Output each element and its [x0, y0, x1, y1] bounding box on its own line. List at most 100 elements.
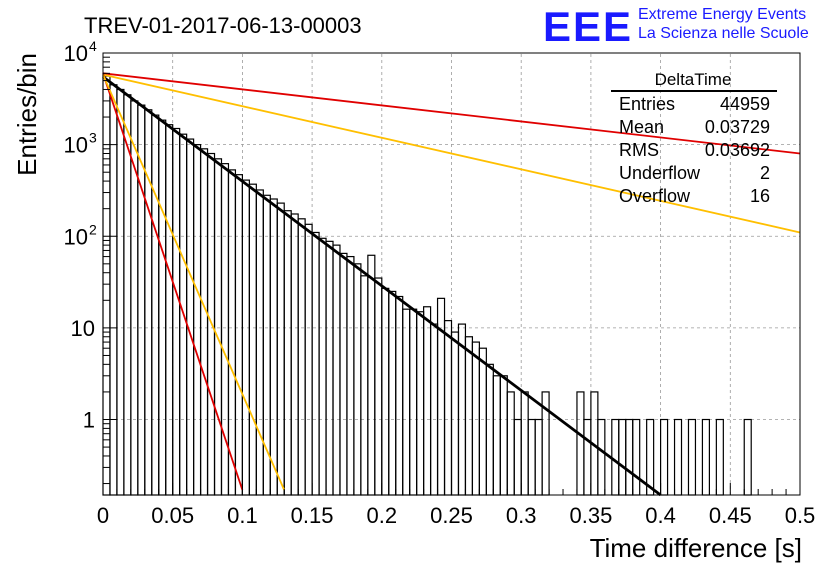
histogram-bin: [276, 202, 285, 496]
histogram-bin: [353, 263, 362, 496]
histogram-bin: [464, 336, 474, 496]
logo-line-1: Extreme Energy Events: [638, 6, 806, 23]
histogram-bin: [304, 223, 313, 496]
stats-rows: Entries 44959 Mean 0.03729 RMS 0.03692Underfl…: [619, 94, 770, 206]
y-tick-label: 10: [71, 316, 95, 341]
histogram-bin: [673, 418, 683, 496]
histogram-bin: [402, 308, 411, 496]
histogram-bin: [172, 127, 181, 496]
histogram-bin: [715, 418, 724, 496]
stats-row-value: 16: [750, 186, 770, 206]
histogram-bin: [429, 323, 439, 496]
series-line-red-1: [102, 72, 801, 155]
histogram-bin: [611, 418, 620, 496]
histogram: [102, 75, 752, 496]
histogram-bin: [346, 255, 355, 496]
stats-row-label: Underflow: [619, 163, 701, 183]
x-tick-label: 0.5: [785, 503, 816, 528]
histogram-bin: [193, 144, 202, 496]
histogram-bin: [339, 252, 348, 496]
y-tick-label: 10: [64, 224, 88, 249]
histogram-bin: [234, 174, 243, 496]
histogram-bin: [332, 244, 341, 496]
histogram-bin: [513, 418, 522, 496]
histogram-bin: [485, 363, 494, 496]
stats-row-value: 2: [760, 163, 770, 183]
histogram-bin: [102, 75, 111, 496]
histogram-bin: [457, 323, 467, 496]
histogram-bin: [199, 148, 209, 496]
y-tick-label-exponent: 3: [89, 130, 97, 146]
histogram-bin: [116, 88, 125, 496]
histogram-bin: [227, 169, 237, 496]
x-tick-label: 0.3: [506, 503, 537, 528]
x-tick-label: 0.15: [291, 503, 334, 528]
stats-row-label: Overflow: [619, 186, 691, 206]
histogram-bin: [367, 254, 376, 496]
stats-title: DeltaTime: [655, 70, 732, 89]
histogram-bin: [241, 179, 250, 496]
histogram-bin: [318, 237, 327, 496]
histogram-bin: [625, 418, 634, 496]
histogram-bin: [423, 306, 432, 496]
histogram-bin: [687, 418, 697, 496]
stats-row-value: 0.03692: [705, 140, 770, 160]
histogram-bin: [492, 375, 501, 496]
histogram-bin: [618, 418, 627, 496]
x-tick-label: 0.35: [569, 503, 612, 528]
y-tick-label: 10: [64, 133, 88, 158]
histogram-bin: [297, 218, 306, 496]
histogram-bin: [701, 418, 710, 496]
histogram-bin: [576, 391, 585, 496]
x-tick-label: 0: [97, 503, 109, 528]
x-tick-label: 0.4: [645, 503, 676, 528]
y-tick-label: 10: [64, 41, 88, 66]
histogram-bin: [450, 331, 460, 496]
histogram-bin: [283, 210, 292, 496]
histogram-bin: [151, 114, 160, 496]
histogram-bin: [311, 231, 320, 496]
histogram-bin: [395, 295, 404, 496]
histogram-bin: [743, 418, 752, 496]
y-axis-title: Entries/bin: [12, 53, 42, 176]
series-line-red-3: [102, 73, 244, 491]
histogram-bin: [290, 213, 299, 496]
y-tick-label-exponent: 4: [89, 38, 97, 54]
stats-row-label: Entries: [619, 94, 675, 114]
histogram-bin: [534, 418, 543, 496]
histogram-bin: [499, 375, 508, 496]
histogram-bin: [632, 418, 641, 496]
histogram-bin: [659, 418, 669, 496]
histogram-bin: [520, 391, 529, 496]
histogram-bin: [248, 183, 257, 496]
series-line-yellow-2: [102, 73, 801, 234]
tick-labels: 0 0.05 0.1 0.15 0.2 0.25 0.3 0.35 0.4 0.45 0.5 1 10 1…: [64, 38, 816, 528]
histogram-bin: [360, 275, 369, 496]
stats-row-label: Mean: [619, 117, 664, 137]
histogram-bin: [388, 290, 397, 496]
histogram-bin: [443, 320, 453, 496]
histogram-bin: [471, 341, 480, 496]
histogram-bin: [186, 138, 195, 496]
histogram-bin: [144, 109, 153, 496]
histogram-bin: [597, 418, 606, 496]
x-tick-label: 0.05: [151, 503, 194, 528]
histogram-bin: [478, 347, 487, 496]
x-tick-label: 0.25: [430, 503, 473, 528]
histogram-bin: [269, 198, 278, 496]
histogram-bin: [158, 119, 167, 496]
fit-curves: [102, 72, 801, 497]
histogram-bin: [506, 391, 515, 496]
histogram-bin: [109, 84, 118, 496]
histogram-bin: [165, 124, 174, 496]
histogram-bin: [325, 240, 334, 496]
histogram-bin: [527, 418, 536, 496]
x-tick-label: 0.1: [227, 503, 258, 528]
axis-ticks: [102, 56, 801, 495]
stats-box: DeltaTime Entries 44959 Mean 0.03729 RMS 0.03…: [611, 70, 777, 206]
x-axis-title: Time difference [s]: [590, 533, 802, 563]
histogram-bin: [381, 287, 390, 496]
stats-row-value: 44959: [720, 94, 770, 114]
histogram-bin: [213, 158, 223, 496]
